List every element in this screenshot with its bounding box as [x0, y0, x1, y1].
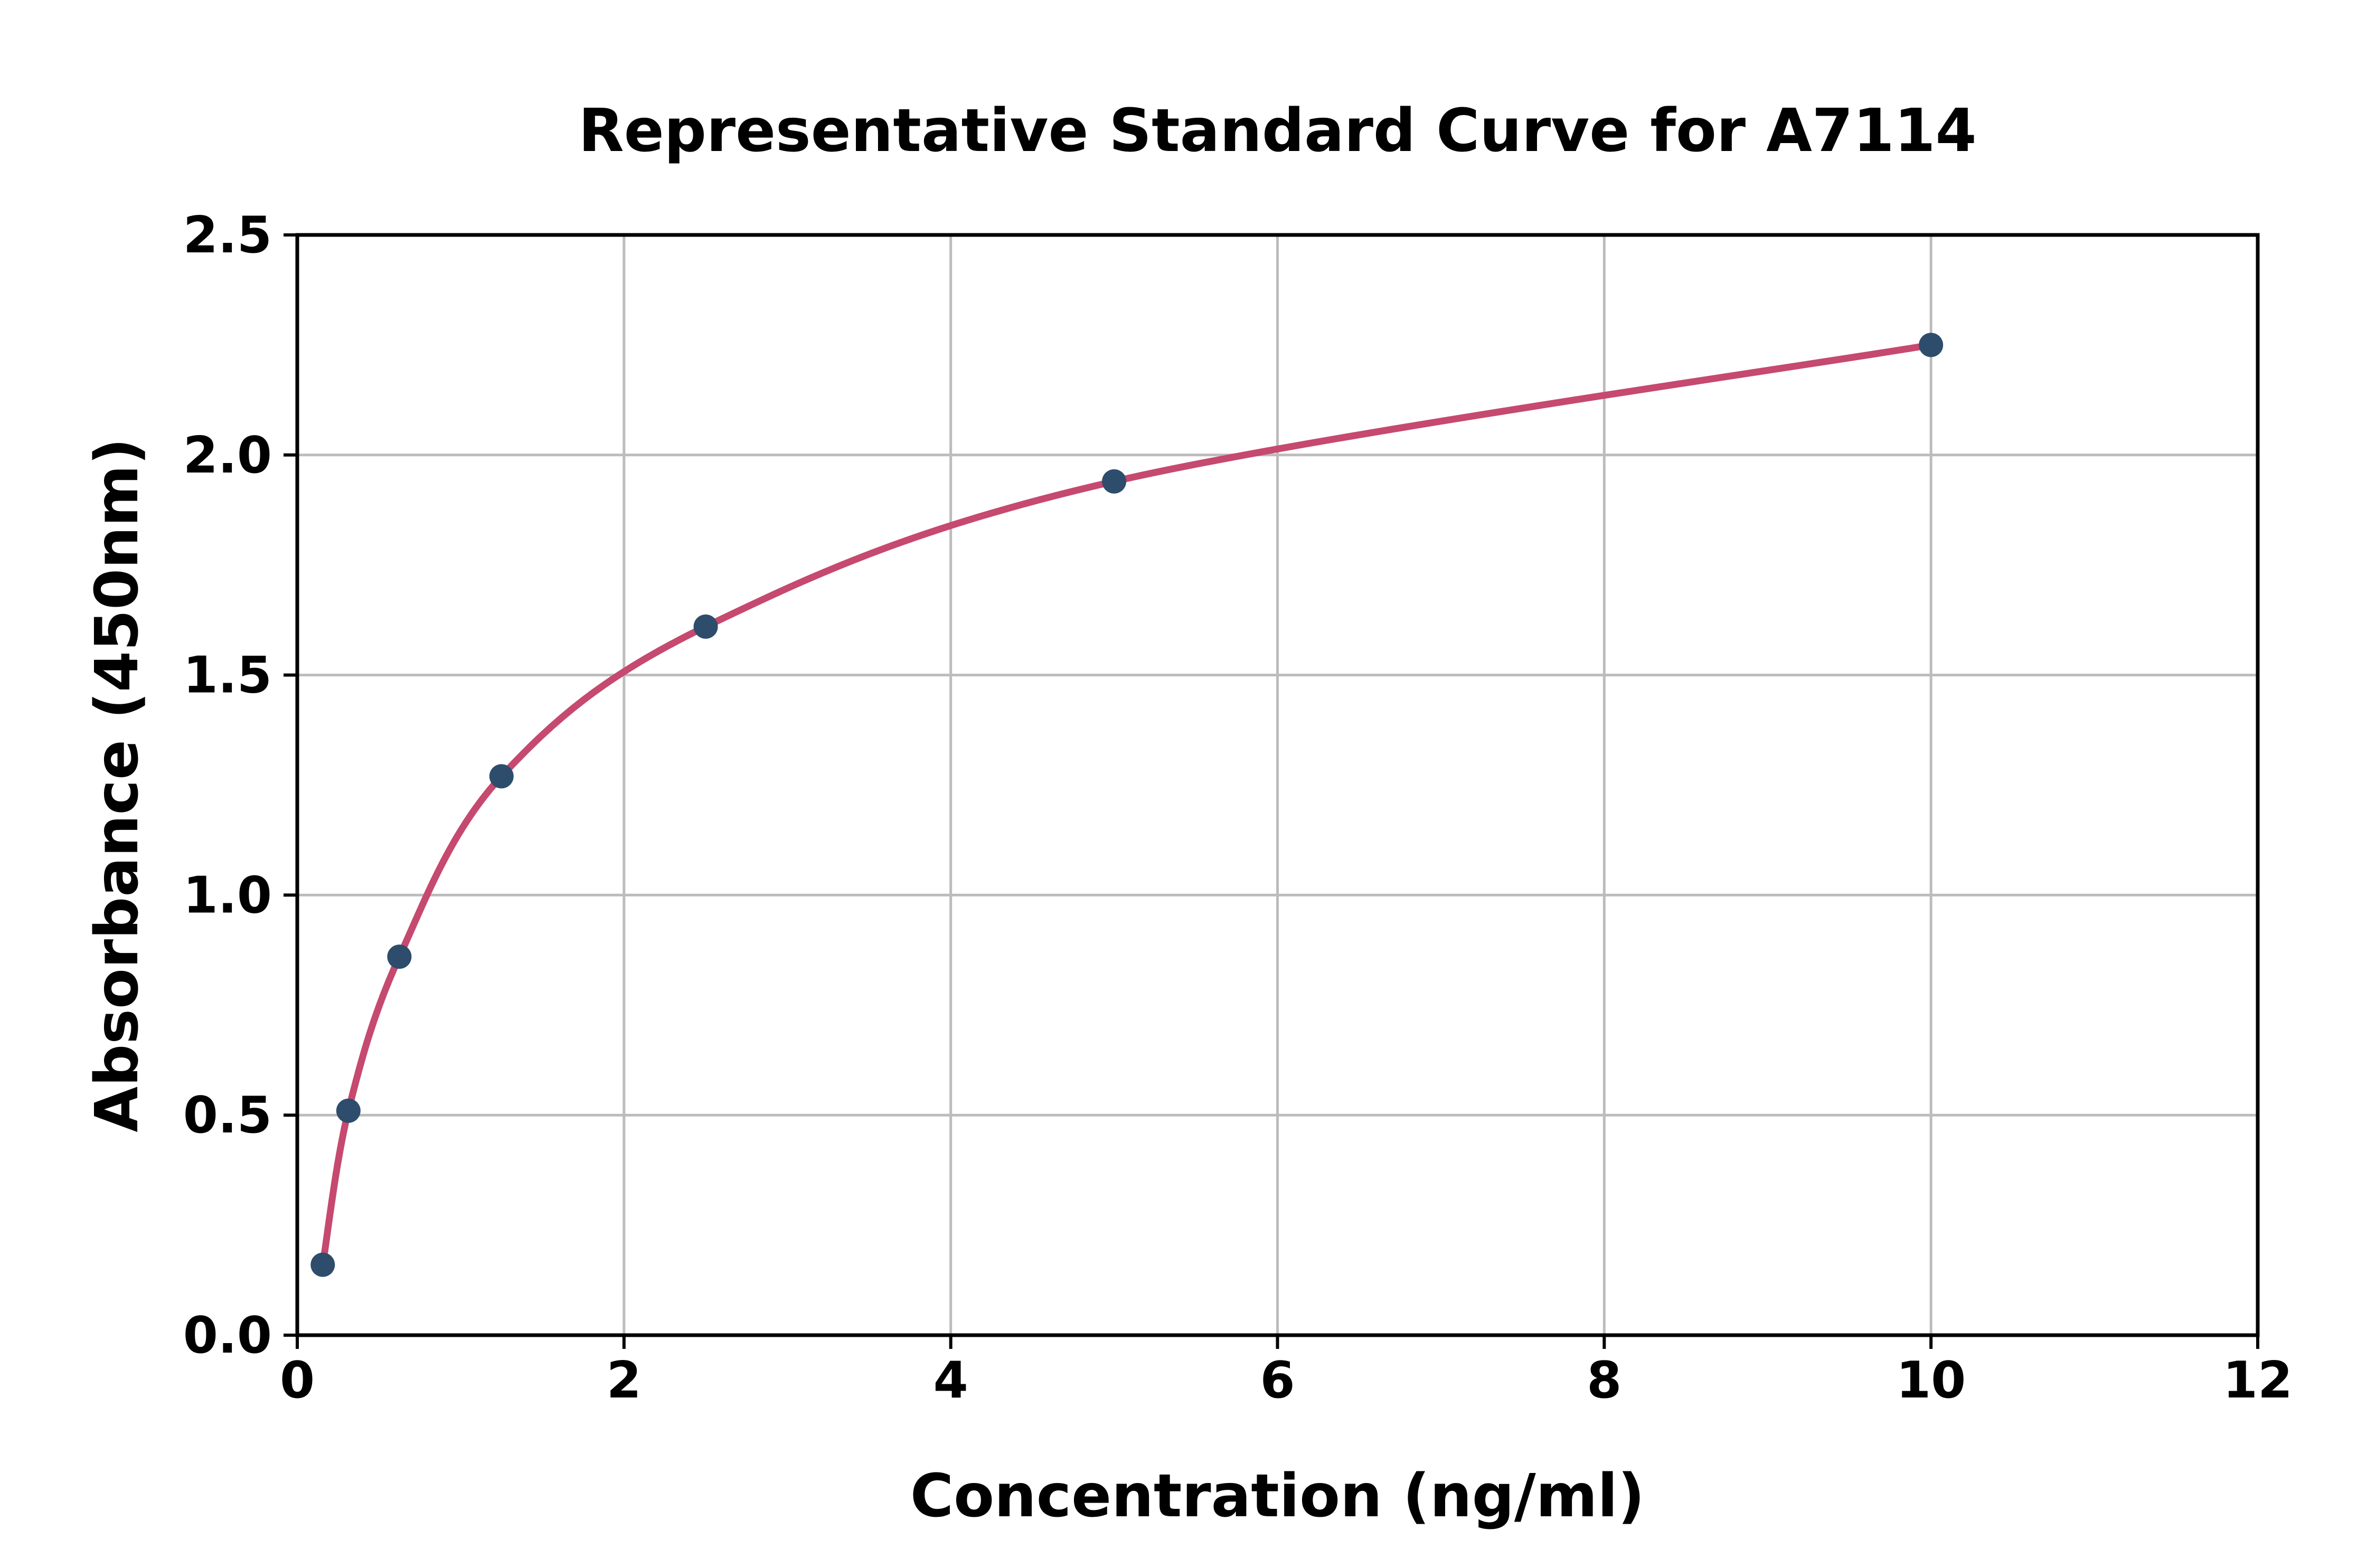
- y-tick-label: 0.0: [183, 1307, 272, 1365]
- x-tick-label: 8: [1587, 1352, 1621, 1410]
- x-tick-label: 6: [1260, 1352, 1295, 1410]
- x-tick-label: 12: [2223, 1352, 2293, 1410]
- chart-title: Representative Standard Curve for A7114: [578, 97, 1977, 165]
- data-point: [1919, 333, 1944, 357]
- x-tick-label: 4: [934, 1352, 968, 1410]
- y-tick-label: 1.5: [183, 647, 272, 705]
- data-point: [489, 764, 514, 789]
- data-point: [387, 944, 412, 969]
- data-point: [1102, 469, 1127, 494]
- data-point: [310, 1252, 335, 1277]
- tick-marks: [284, 233, 2259, 1349]
- x-tick-label: 10: [1896, 1352, 1966, 1410]
- y-tick-label: 2.0: [183, 427, 272, 485]
- x-tick-label: 2: [607, 1352, 642, 1410]
- x-axis-title: Concentration (ng/ml): [910, 1462, 1645, 1531]
- standard-curve-line: [319, 341, 1935, 1269]
- x-tick-label: 0: [280, 1352, 315, 1410]
- plot-border: [295, 233, 2260, 1337]
- data-point: [336, 1098, 361, 1123]
- data-point: [693, 614, 718, 639]
- y-tick-label: 0.5: [183, 1087, 272, 1145]
- tick-labels: 0 2 4 6 8 10 12 0.0 0.5 1.0 1.5 2.0 2.5: [183, 206, 2293, 1410]
- y-tick-label: 2.5: [183, 206, 272, 265]
- data-points: [310, 333, 1944, 1277]
- gridlines: [296, 233, 2259, 1337]
- y-tick-label: 1.0: [183, 866, 272, 924]
